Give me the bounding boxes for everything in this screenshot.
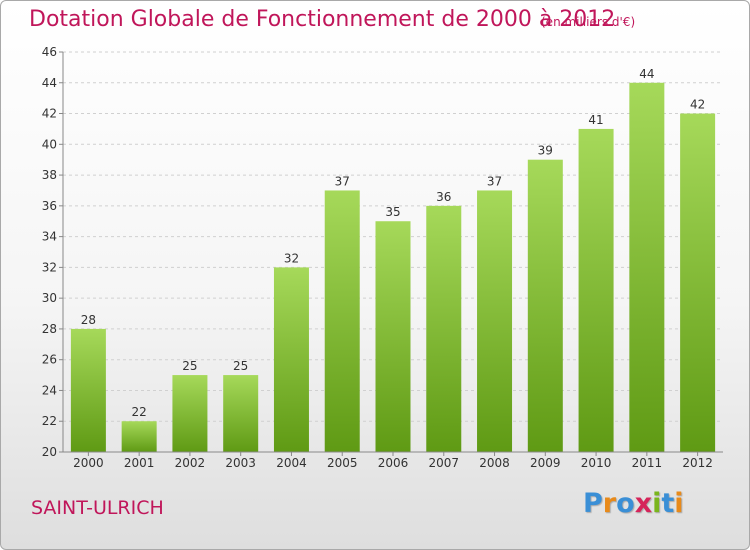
data-labels: 28 22 25 25 32 37 35 36 37 39 41 44 42 <box>81 67 706 419</box>
x-tick-label-2000: 2000 <box>73 456 104 470</box>
bar-2007 <box>426 205 462 452</box>
x-tick-label-2003: 2003 <box>225 456 256 470</box>
bar-2011 <box>629 82 665 453</box>
axes <box>62 52 723 453</box>
y-tick-label: 46 <box>42 45 57 59</box>
y-tick-label: 32 <box>42 260 57 274</box>
x-tick-label-2012: 2012 <box>682 456 713 470</box>
x-tick-label-2009: 2009 <box>530 456 561 470</box>
logo-letter: P <box>583 488 603 519</box>
x-tick-label-2001: 2001 <box>124 456 155 470</box>
y-axis-ticks: 20 22 24 26 28 30 32 34 36 38 40 42 44 46 <box>42 45 63 459</box>
x-tick-label-2004: 2004 <box>276 456 307 470</box>
x-tick-label-2002: 2002 <box>175 456 206 470</box>
x-tick-label-2008: 2008 <box>479 456 510 470</box>
x-tick-label-2007: 2007 <box>428 456 459 470</box>
y-tick-label: 30 <box>42 291 57 305</box>
commune-name: SAINT-ULRICH <box>31 497 164 519</box>
y-tick-label: 44 <box>42 76 57 90</box>
proxiti-logo: Proxiti <box>583 488 684 519</box>
data-label-2003: 25 <box>233 359 248 373</box>
bar-2012 <box>680 113 716 453</box>
bar-2001 <box>121 421 157 452</box>
logo-letter: i <box>674 488 684 519</box>
x-tick-label-2006: 2006 <box>378 456 409 470</box>
data-label-2008: 37 <box>487 174 502 188</box>
data-label-2006: 35 <box>385 205 400 219</box>
y-tick-label: 38 <box>42 168 57 182</box>
logo-letter: x <box>634 488 653 519</box>
logo-letter: i <box>652 488 662 519</box>
bar-2006 <box>375 221 411 452</box>
data-label-2010: 41 <box>588 113 603 127</box>
chart-title: Dotation Globale de Fonctionnement de 20… <box>29 7 616 32</box>
bar-2003 <box>223 375 259 452</box>
y-tick-label: 40 <box>42 137 57 151</box>
chart-unit: (en milliers d'€) <box>541 15 636 29</box>
y-tick-label: 28 <box>42 322 57 336</box>
logo-letter: t <box>661 488 675 519</box>
data-label-2011: 44 <box>639 67 654 81</box>
data-label-2007: 36 <box>436 190 451 204</box>
y-tick-label: 26 <box>42 353 57 367</box>
y-tick-label: 22 <box>42 414 57 428</box>
bar-2009 <box>527 159 563 452</box>
x-tick-label-2010: 2010 <box>581 456 612 470</box>
data-label-2004: 32 <box>284 251 299 265</box>
bar-2010 <box>578 128 614 452</box>
bars <box>70 82 716 453</box>
data-label-2001: 22 <box>132 405 147 419</box>
bar-2005 <box>324 190 360 452</box>
x-tick-label-2005: 2005 <box>327 456 358 470</box>
y-tick-label: 42 <box>42 107 57 121</box>
bar-2008 <box>477 190 513 452</box>
y-tick-label: 24 <box>42 383 57 397</box>
logo-letter: r <box>602 488 617 519</box>
bar-2004 <box>273 267 309 452</box>
bar-2002 <box>172 375 208 452</box>
data-label-2000: 28 <box>81 313 96 327</box>
y-tick-label: 34 <box>42 230 57 244</box>
y-tick-label: 36 <box>42 199 57 213</box>
bar-2000 <box>70 328 106 452</box>
data-label-2012: 42 <box>690 98 705 112</box>
logo-letter: o <box>616 488 635 519</box>
y-tick-label: 20 <box>42 445 57 459</box>
data-label-2005: 37 <box>335 174 350 188</box>
x-axis-ticks: 2000 2001 2002 2003 2004 2005 2006 2007 2008 2009… <box>73 452 713 470</box>
data-label-2002: 25 <box>182 359 197 373</box>
data-label-2009: 39 <box>538 144 553 158</box>
x-tick-label-2011: 2011 <box>632 456 663 470</box>
